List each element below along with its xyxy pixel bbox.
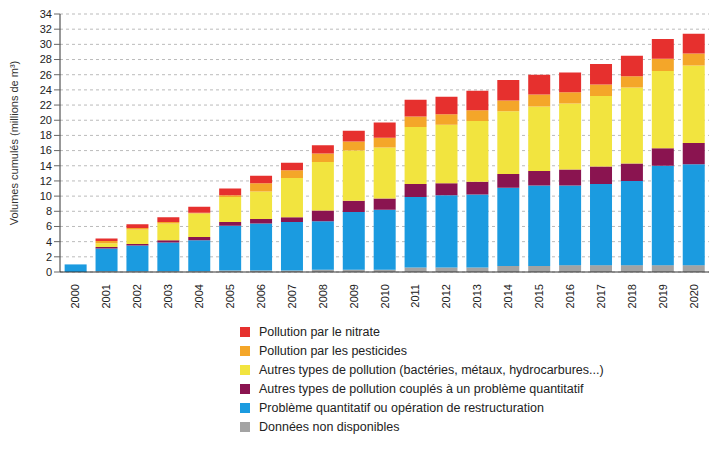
svg-text:32: 32 <box>40 23 52 35</box>
svg-text:Volumes cumulés (millions de m: Volumes cumulés (millions de m³) <box>8 61 20 225</box>
svg-text:2009: 2009 <box>348 284 360 308</box>
svg-text:2004: 2004 <box>193 284 205 308</box>
svg-text:2016: 2016 <box>564 284 576 308</box>
svg-text:2002: 2002 <box>131 284 143 308</box>
svg-text:2005: 2005 <box>224 284 236 308</box>
html-text:Autres types de pollution coup: Autres types de pollution couplés à un p… <box>259 381 584 396</box>
svg-text:26: 26 <box>40 69 52 81</box>
html-text:Problème quantitatif ou opérat: Problème quantitatif ou opération de res… <box>259 400 544 415</box>
svg-text:4: 4 <box>46 236 52 248</box>
html-text:Pollution par les pesticides: Pollution par les pesticides <box>259 343 407 358</box>
svg-text:2: 2 <box>46 251 52 263</box>
svg-text:2001: 2001 <box>100 284 112 308</box>
svg-text:0: 0 <box>46 266 52 278</box>
svg-text:16: 16 <box>40 144 52 156</box>
svg-text:18: 18 <box>40 129 52 141</box>
svg-text:22: 22 <box>40 99 52 111</box>
svg-text:2020: 2020 <box>688 284 700 308</box>
svg-text:2015: 2015 <box>533 284 545 308</box>
svg-text:2013: 2013 <box>471 284 483 308</box>
svg-text:2008: 2008 <box>317 284 329 308</box>
svg-text:2018: 2018 <box>626 284 638 308</box>
svg-text:2019: 2019 <box>657 284 669 308</box>
html-text:Pollution par le nitrate: Pollution par le nitrate <box>259 324 380 339</box>
html-text:Autres types de pollution (bac: Autres types de pollution (bactéries, mé… <box>259 362 604 377</box>
svg-text:2017: 2017 <box>595 284 607 308</box>
svg-text:34: 34 <box>40 8 52 20</box>
svg-text:2011: 2011 <box>409 284 421 308</box>
svg-text:2012: 2012 <box>440 284 452 308</box>
svg-text:30: 30 <box>40 38 52 50</box>
svg-text:12: 12 <box>40 175 52 187</box>
html-text:Données non disponibles: Données non disponibles <box>259 419 400 434</box>
svg-text:2006: 2006 <box>255 284 267 308</box>
svg-text:20: 20 <box>40 114 52 126</box>
svg-text:28: 28 <box>40 53 52 65</box>
svg-text:24: 24 <box>40 84 52 96</box>
svg-text:6: 6 <box>46 220 52 232</box>
svg-text:10: 10 <box>40 190 52 202</box>
svg-text:2003: 2003 <box>162 284 174 308</box>
svg-text:2014: 2014 <box>502 284 514 308</box>
svg-text:2010: 2010 <box>379 284 391 308</box>
svg-text:2000: 2000 <box>69 284 81 308</box>
svg-text:8: 8 <box>46 205 52 217</box>
svg-text:14: 14 <box>40 160 52 172</box>
svg-text:2007: 2007 <box>286 284 298 308</box>
